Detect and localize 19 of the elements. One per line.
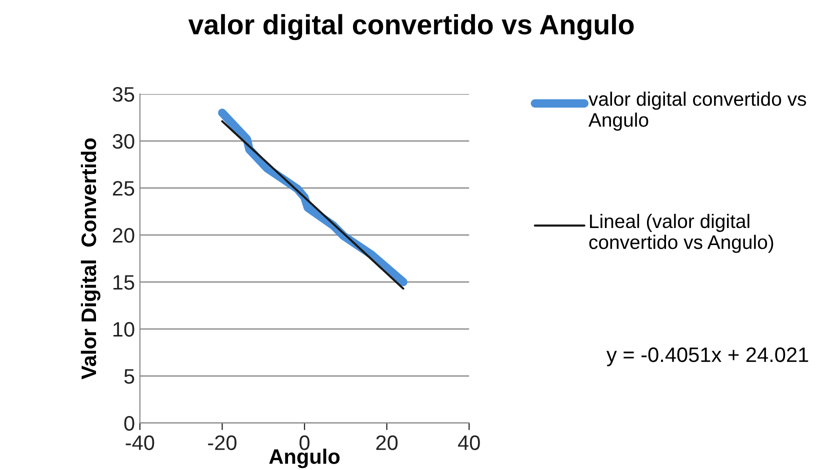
text: y = -0.4051x + 24.021: [606, 347, 808, 366]
x-tick-label: -40: [126, 435, 154, 450]
y-tick-label: 0: [124, 416, 134, 431]
x-tick-label: -20: [208, 435, 236, 450]
y-tick-label: 15: [113, 275, 134, 290]
y-tick-label: 10: [113, 322, 134, 337]
y-tick-label: 30: [112, 134, 134, 149]
chart-title: valor digital convertido vs Angulo: [188, 14, 634, 40]
x-axis-title: Angulo: [269, 448, 340, 468]
y-tick-label: 35: [112, 87, 134, 102]
y-tick-label: 20: [112, 228, 134, 243]
x-tick-label: 0: [300, 435, 310, 450]
x-tick-label: 40: [458, 435, 480, 450]
legend-label: Lineal (valor digital convertido vs Angulo): [589, 214, 774, 253]
legend-label: valor digital convertido vs Angulo: [588, 92, 806, 131]
x-tick-label: 20: [376, 435, 398, 450]
y-axis-title: Valor Digital Convertido: [80, 138, 100, 380]
y-tick-label: 25: [112, 181, 134, 196]
y-tick-label: 5: [124, 369, 134, 384]
